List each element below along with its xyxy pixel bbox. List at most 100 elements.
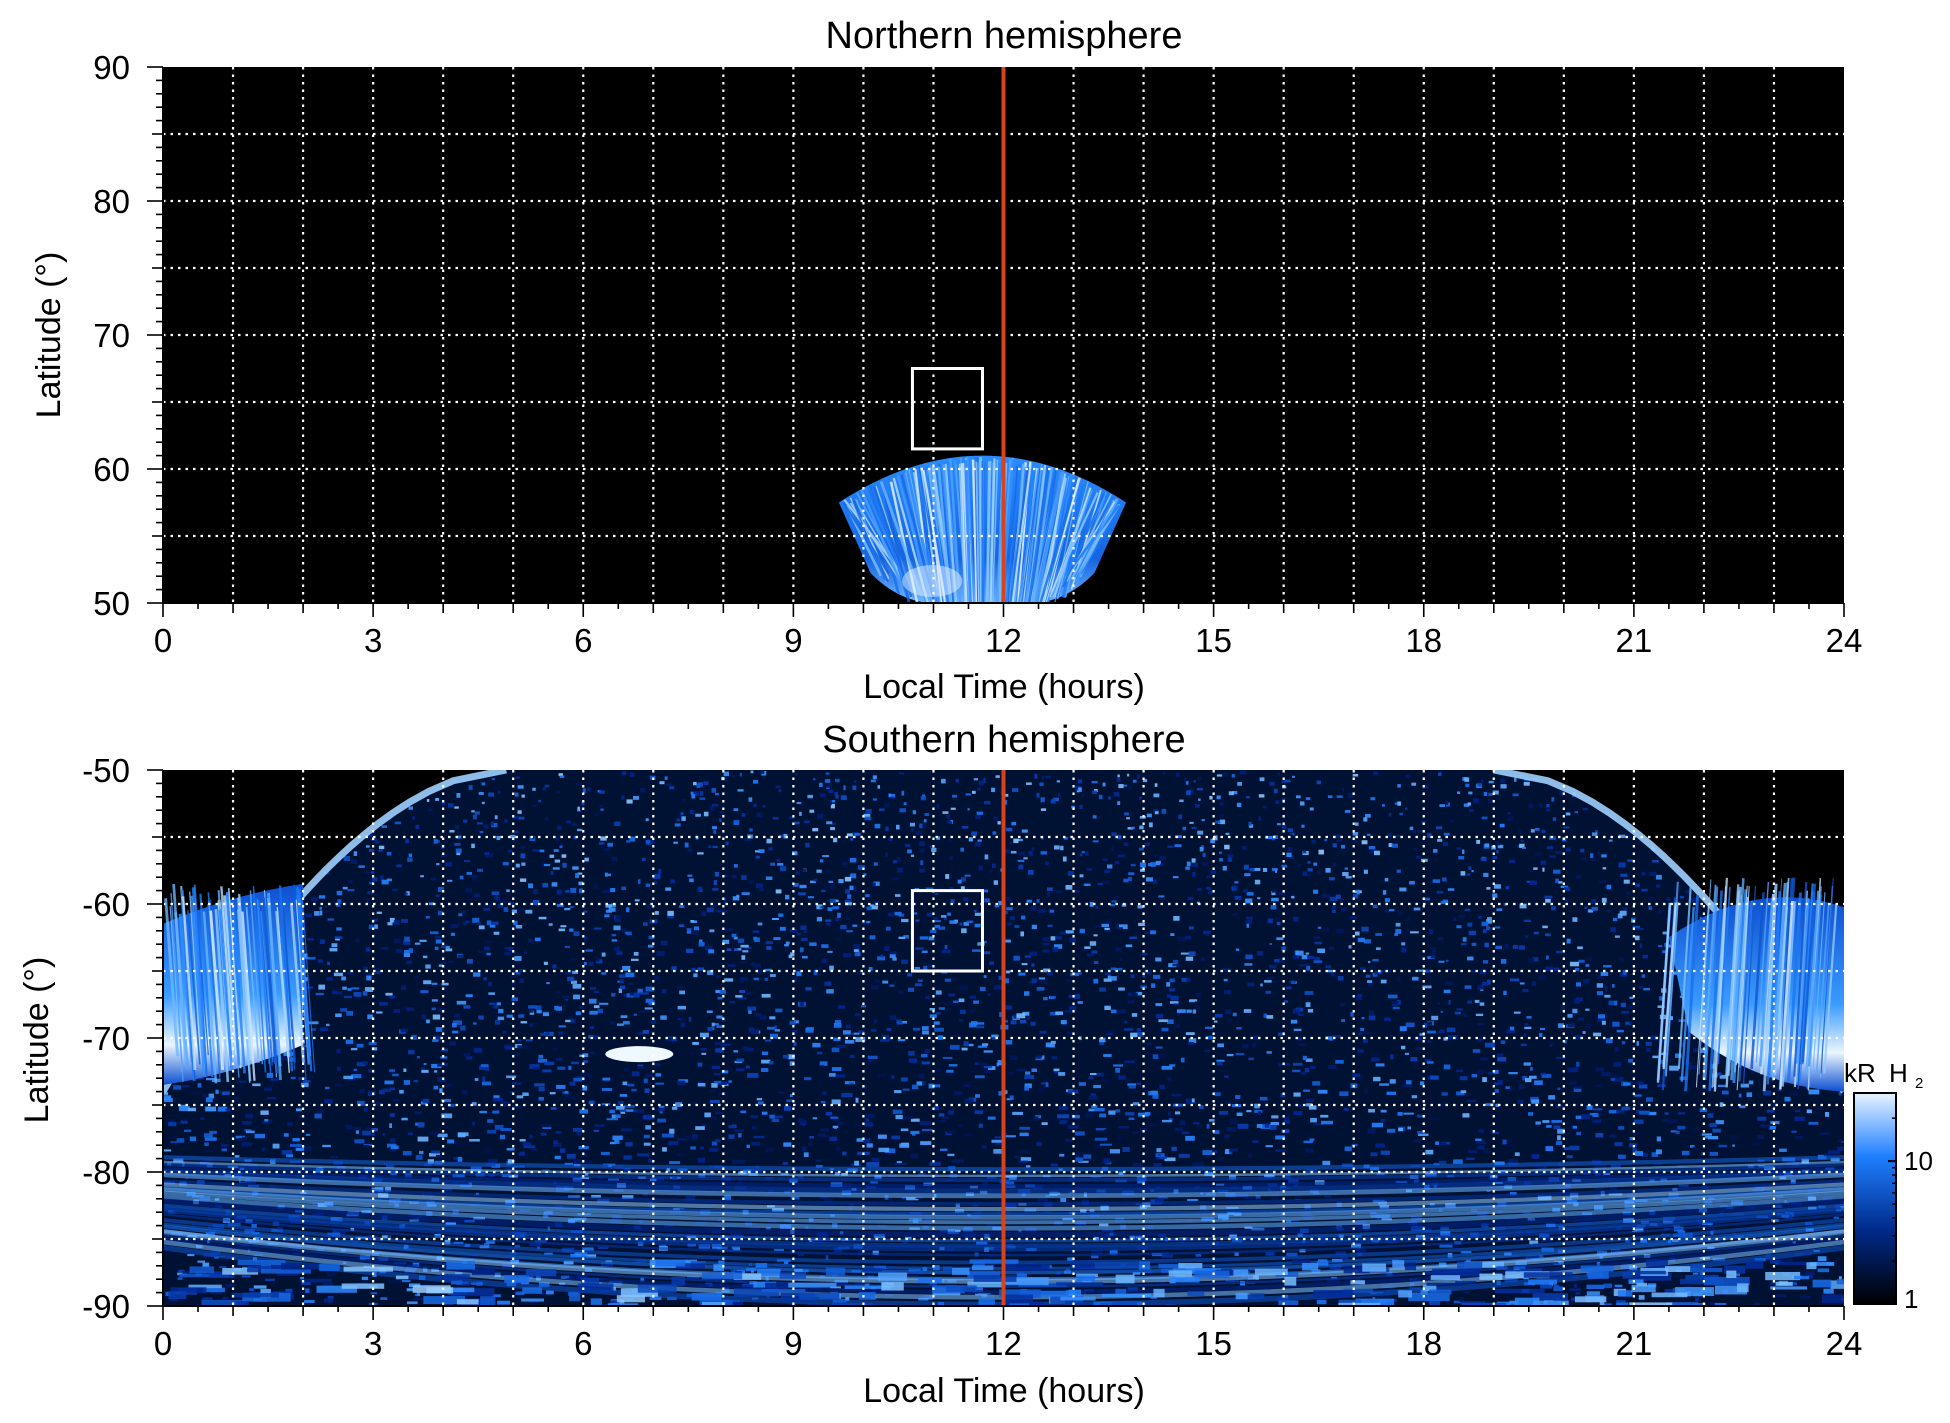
southern-speckle [487, 903, 493, 908]
southern-speckle [1223, 990, 1232, 995]
southern-speckle [463, 860, 470, 863]
southern-speckle [1137, 774, 1140, 779]
southern-speckle [453, 1156, 459, 1161]
southern-speckle [463, 1254, 478, 1259]
southern-speckle [1575, 982, 1581, 987]
southern-speckle [445, 1083, 453, 1088]
southern-speckle [1606, 909, 1611, 913]
southern-speckle [411, 1034, 417, 1040]
northern-title: Northern hemisphere [826, 15, 1183, 57]
southern-speckle [585, 1160, 593, 1163]
southern-speckle [439, 1088, 443, 1094]
southern-speckle [626, 799, 633, 804]
southern-speckle [1293, 1028, 1302, 1032]
southern-speckle [549, 1092, 556, 1095]
southern-speckle [1324, 927, 1330, 933]
southern-speckle [978, 780, 984, 786]
southern-speckle [1036, 792, 1040, 798]
southern-speckle [1259, 1096, 1268, 1101]
southern-speckle [713, 1073, 721, 1076]
southern-speckle [1185, 1032, 1195, 1036]
southern-speckle [1041, 775, 1045, 780]
southern-speckle [910, 1130, 920, 1135]
southern-speckle [1693, 1302, 1706, 1306]
southern-speckle [976, 1241, 988, 1245]
southern-speckle [1197, 830, 1204, 835]
southern-speckle [297, 1163, 303, 1167]
southern-speckle [870, 779, 876, 783]
southern-speckle [1575, 1115, 1583, 1119]
southern-speckle [1065, 930, 1074, 934]
southern-speckle [822, 854, 830, 858]
southern-speckle [1178, 1153, 1190, 1158]
southern-speckle [611, 939, 618, 942]
southern-speckle [1559, 1166, 1565, 1169]
southern-speckle [820, 793, 826, 798]
southern-speckle [1842, 1208, 1844, 1212]
southern-speckle [249, 1288, 254, 1292]
southern-speckle [1091, 1105, 1098, 1109]
southern-speckle [1628, 1058, 1634, 1063]
southern-speckle [770, 1033, 778, 1039]
northern-fan-streak [991, 459, 999, 603]
southern-speckle [1096, 1072, 1105, 1077]
southern-speckle [1005, 1135, 1016, 1138]
southern-speckle [1594, 1164, 1607, 1170]
southern-speckle [1657, 1084, 1666, 1087]
southern-speckle [1372, 972, 1378, 977]
southern-speckle [1405, 1080, 1412, 1085]
southern-speckle [809, 1135, 814, 1139]
southern-speckle [834, 1020, 842, 1025]
southern-speckle [840, 795, 847, 801]
southern-speckle [221, 1148, 227, 1152]
southern-speckle [1535, 1121, 1541, 1125]
southern-speckle [1065, 1139, 1074, 1142]
southern-speckle [435, 798, 440, 801]
southern-speckle [1215, 820, 1221, 824]
southern-speckle [1403, 1112, 1414, 1115]
southern-speckle [923, 823, 927, 829]
southern-speckle [1206, 1035, 1214, 1040]
southern-speckle [866, 1162, 880, 1167]
southern-speckle [1447, 1034, 1458, 1040]
southern-speckle [347, 970, 354, 976]
southern-speckle [1293, 1111, 1303, 1116]
southern-speckle [483, 1148, 492, 1153]
southern-speckle [1608, 1109, 1620, 1114]
southern-speckle [1186, 790, 1191, 796]
southern-speckle [993, 816, 998, 821]
southern-speckle [1265, 1145, 1273, 1148]
southern-speckle [699, 797, 706, 800]
southern-speckle [1493, 1082, 1498, 1086]
southern-speckle [583, 936, 588, 941]
southern-speckle [1580, 857, 1587, 861]
southern-speckle [1373, 771, 1379, 776]
southern-speckle [1522, 1075, 1528, 1081]
southern-speckle [1341, 1019, 1346, 1022]
southern-speckle [736, 1068, 745, 1071]
southern-speckle [205, 1106, 217, 1112]
southern-speckle [343, 1075, 353, 1080]
southern-speckle [933, 928, 939, 931]
southern-speckle [1079, 805, 1083, 810]
southern-speckle [1463, 1291, 1470, 1294]
southern-speckle [1473, 798, 1479, 804]
southern-speckle [691, 1102, 698, 1106]
southern-speckle [1109, 1249, 1118, 1255]
southern-speckle [1205, 1026, 1214, 1029]
southern-speckle [1140, 1128, 1148, 1132]
southern-speckle [1150, 862, 1156, 867]
southern-speckle [976, 787, 981, 791]
southern-speckle [1099, 1037, 1106, 1043]
southern-speckle [1195, 1239, 1204, 1244]
southern-speckle [774, 1029, 780, 1032]
southern-speckle [634, 899, 640, 902]
southern-speckle [1106, 1031, 1114, 1036]
southern-speckle [744, 946, 752, 949]
southern-speckle [1497, 1057, 1507, 1062]
southern-speckle [367, 1014, 373, 1020]
southern-speckle [733, 936, 738, 940]
southern-speckle [522, 1092, 529, 1096]
southern-speckle [1038, 977, 1046, 980]
southern-speckle [1641, 974, 1646, 978]
